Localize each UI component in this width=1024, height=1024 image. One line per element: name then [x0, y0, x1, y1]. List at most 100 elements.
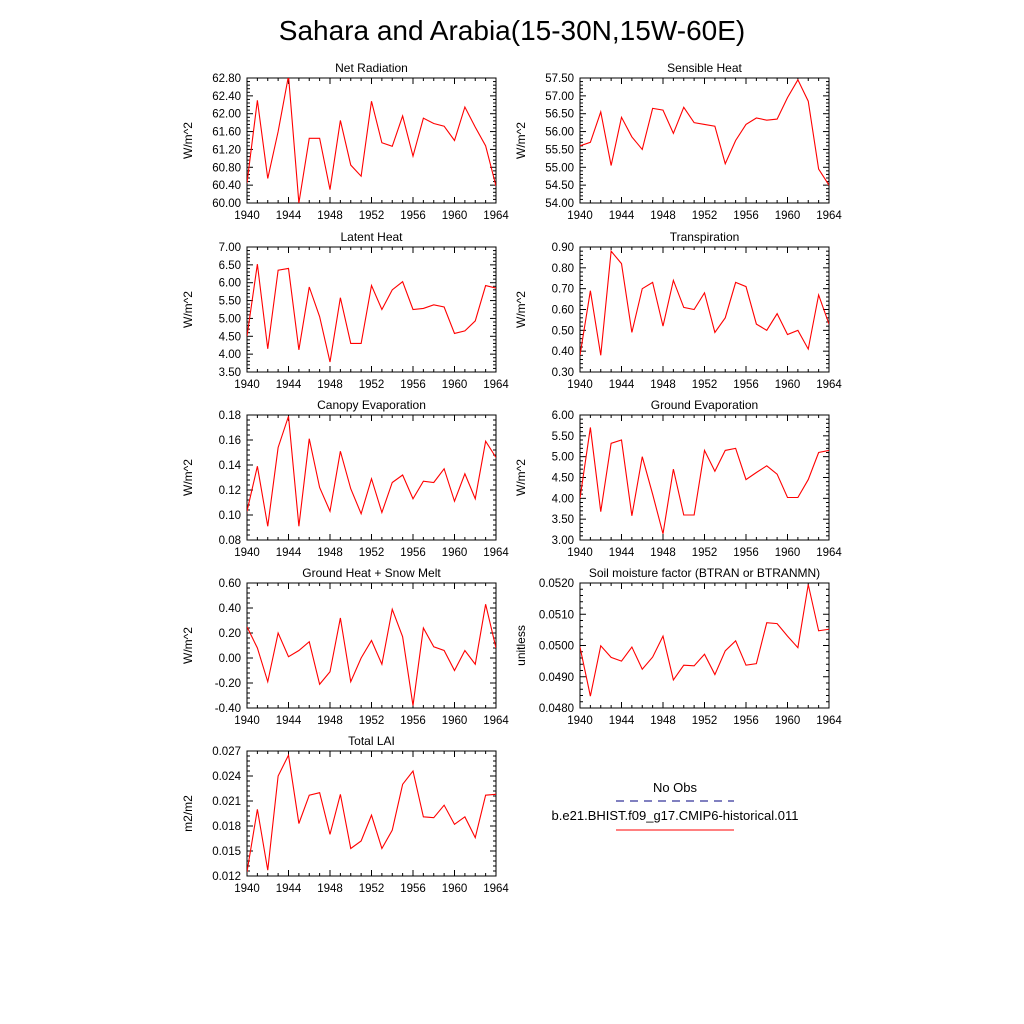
y-axis-label: W/m^2 [181, 459, 195, 496]
x-tick-label: 1940 [567, 379, 593, 391]
x-tick-label: 1960 [775, 547, 801, 559]
x-tick-label: 1952 [359, 883, 385, 895]
panel-3: 1940 1944 1948 1952 1956 1960 1964 0.30 0.40 0.50… [514, 230, 842, 391]
plot-frame [579, 77, 830, 204]
series-line [247, 416, 496, 527]
y-tick-label: 55.50 [545, 144, 574, 156]
y-tick-label: 60.40 [212, 180, 241, 192]
plot-frame [579, 246, 830, 373]
series-line [580, 249, 829, 356]
y-tick-label: 0.50 [552, 325, 574, 337]
panel-title: Sensible Heat [667, 61, 742, 75]
x-tick-label: 1940 [567, 547, 593, 559]
y-axis-label: W/m^2 [181, 627, 195, 664]
plot-frame [246, 582, 497, 709]
y-tick-label: 0.021 [212, 796, 241, 808]
y-tick-label: 0.70 [552, 284, 574, 296]
y-tick-label: 0.10 [219, 510, 241, 522]
series-line [580, 427, 829, 534]
x-tick-label: 1952 [359, 547, 385, 559]
panel-title: Total LAI [348, 734, 395, 748]
y-tick-label: 0.0520 [539, 578, 574, 590]
panel-8: 1940 1944 1948 1952 1956 1960 1964 0.012 0.015 0.… [181, 734, 509, 895]
x-tick-label: 1944 [276, 715, 302, 727]
y-tick-label: 56.00 [545, 127, 574, 139]
y-axis-label: W/m^2 [181, 122, 195, 159]
y-tick-label: 5.50 [219, 296, 241, 308]
x-tick-label: 1948 [317, 883, 343, 895]
y-tick-label: 4.00 [219, 349, 241, 361]
x-tick-label: 1956 [733, 379, 759, 391]
y-tick-label: 3.00 [552, 535, 574, 547]
x-tick-label: 1940 [234, 715, 260, 727]
y-axis-label: W/m^2 [514, 291, 528, 328]
x-tick-label: 1960 [442, 547, 468, 559]
x-tick-label: 1956 [733, 547, 759, 559]
y-tick-label: 61.20 [212, 144, 241, 156]
y-tick-label: 55.00 [545, 162, 574, 174]
x-tick-label: 1948 [317, 379, 343, 391]
y-tick-label: 62.00 [212, 109, 241, 121]
panel-5: 1940 1944 1948 1952 1956 1960 1964 3.00 3.50 4.00… [514, 398, 842, 559]
y-tick-label: 6.00 [219, 278, 241, 290]
y-axis-label: m2/m2 [181, 795, 195, 832]
series-line [247, 264, 496, 363]
y-axis-label: W/m^2 [514, 459, 528, 496]
x-tick-label: 1940 [567, 210, 593, 222]
x-tick-label: 1964 [816, 210, 842, 222]
y-axis-label: W/m^2 [514, 122, 528, 159]
panel-title: Ground Evaporation [651, 398, 758, 412]
x-tick-label: 1956 [400, 379, 426, 391]
x-tick-label: 1940 [234, 883, 260, 895]
y-tick-label: 54.00 [545, 198, 574, 210]
x-tick-label: 1956 [400, 210, 426, 222]
series-line [247, 604, 496, 706]
x-tick-label: 1960 [442, 210, 468, 222]
y-tick-label: -0.20 [215, 678, 241, 690]
legend-entry-label-model: b.e21.BHIST.f09_g17.CMIP6-historical.011 [552, 808, 799, 823]
panel-title: Net Radiation [335, 61, 408, 75]
panels-group: 1940 1944 1948 1952 1956 1960 1964 60.00 60.40 60… [181, 61, 842, 895]
x-tick-label: 1948 [650, 715, 676, 727]
y-tick-label: 0.0500 [539, 641, 574, 653]
panel-4: 1940 1944 1948 1952 1956 1960 1964 0.08 0.10 0.12… [181, 398, 509, 559]
x-tick-label: 1948 [650, 547, 676, 559]
x-tick-label: 1948 [650, 210, 676, 222]
x-tick-label: 1952 [692, 547, 718, 559]
y-tick-label: 4.50 [219, 331, 241, 343]
x-tick-label: 1964 [483, 883, 509, 895]
x-tick-label: 1960 [442, 379, 468, 391]
panel-title: Canopy Evaporation [317, 398, 426, 412]
y-tick-label: 6.00 [552, 410, 574, 422]
x-tick-label: 1944 [609, 379, 635, 391]
y-tick-label: 5.00 [219, 313, 241, 325]
y-axis-label: unitless [514, 625, 528, 666]
y-tick-label: 4.00 [552, 493, 574, 505]
panel-6: 1940 1944 1948 1952 1956 1960 1964 -0.40 -0.20 0.… [181, 566, 509, 727]
y-tick-label: 0.80 [552, 263, 574, 275]
panel-title: Soil moisture factor (BTRAN or BTRANMN) [589, 566, 820, 580]
y-tick-label: 54.50 [545, 180, 574, 192]
y-tick-label: 0.30 [552, 367, 574, 379]
figure-title: Sahara and Arabia(15-30N,15W-60E) [279, 15, 745, 46]
y-tick-label: 60.00 [212, 198, 241, 210]
x-tick-label: 1940 [234, 547, 260, 559]
x-tick-label: 1944 [276, 547, 302, 559]
y-tick-label: 0.12 [219, 485, 241, 497]
panel-2: 1940 1944 1948 1952 1956 1960 1964 3.50 4.00 4.50… [181, 230, 509, 391]
x-tick-label: 1948 [317, 715, 343, 727]
y-tick-label: 0.20 [219, 628, 241, 640]
y-tick-label: 5.00 [552, 452, 574, 464]
y-tick-label: 6.50 [219, 260, 241, 272]
x-tick-label: 1940 [234, 210, 260, 222]
x-tick-label: 1944 [609, 210, 635, 222]
legend-entry-label-obs: No Obs [653, 780, 698, 795]
x-tick-label: 1948 [317, 210, 343, 222]
panel-1: 1940 1944 1948 1952 1956 1960 1964 54.00 54.50 55… [514, 61, 842, 222]
x-tick-label: 1956 [400, 715, 426, 727]
y-tick-label: 0.0510 [539, 609, 574, 621]
y-tick-label: 62.80 [212, 73, 241, 85]
x-tick-label: 1960 [442, 883, 468, 895]
panel-0: 1940 1944 1948 1952 1956 1960 1964 60.00 60.40 60… [181, 61, 509, 222]
